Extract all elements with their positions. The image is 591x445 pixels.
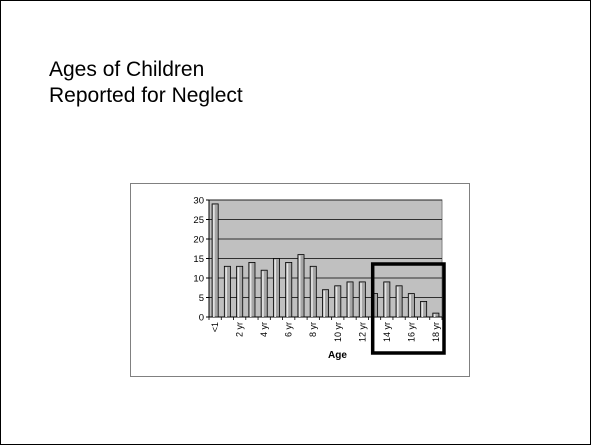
y-tick-label: 5 — [199, 293, 204, 304]
bar-highlight — [323, 290, 326, 317]
bar — [285, 262, 293, 318]
bar-highlight — [311, 267, 313, 317]
x-tick-label: 18 yr — [431, 322, 441, 342]
x-tick-label: 10 yr — [333, 322, 343, 342]
y-tick-label: 20 — [193, 235, 204, 246]
bar — [407, 293, 415, 318]
x-tick-label: 8 yr — [308, 322, 318, 337]
bar-highlight — [384, 282, 387, 317]
x-tick-label: 12 yr — [357, 322, 367, 342]
x-axis-title: Age — [328, 350, 347, 361]
slide-title-line-1: Ages of Children — [49, 58, 205, 81]
highlight-box — [370, 262, 446, 355]
bar — [297, 254, 305, 318]
bar-highlight — [249, 263, 252, 317]
x-tick-label: 6 yr — [284, 322, 294, 337]
bar — [322, 289, 329, 318]
bar — [223, 265, 231, 318]
x-tick-label: 16 yr — [406, 322, 416, 342]
bar-chart: 0 5 10 15 20 25 30 <1 2 yr 4 yr 6 yr 8 yr 10 yr 12 yr… — [193, 196, 446, 361]
bar — [260, 269, 268, 318]
x-tick-label: <1 — [210, 322, 220, 332]
bar — [346, 281, 354, 318]
x-tick-label: 2 yr — [235, 322, 245, 337]
bar — [432, 312, 440, 318]
y-tick-label: 0 — [199, 313, 204, 324]
bar-highlight — [225, 267, 227, 317]
bar — [383, 281, 391, 318]
bar-highlight — [262, 271, 264, 317]
bar-highlight — [213, 204, 215, 317]
bar — [358, 281, 366, 318]
y-tick-label: 30 — [193, 196, 204, 207]
bar-highlight — [286, 263, 289, 317]
bar-highlight — [433, 314, 436, 317]
bar-highlight — [237, 267, 240, 317]
bar — [309, 265, 317, 318]
y-tick-label: 15 — [193, 254, 204, 265]
bar-highlight — [298, 255, 301, 317]
y-tick-label: 10 — [193, 274, 204, 285]
bar-highlight — [360, 282, 362, 317]
bar — [211, 203, 219, 318]
bar — [248, 262, 256, 318]
slide-title-line-2: Reported for Neglect — [49, 84, 243, 107]
bar-highlight — [397, 286, 399, 317]
bar — [272, 258, 280, 318]
chart-frame: 0 5 10 15 20 25 30 <1 2 yr 4 yr 6 yr 8 yr 10 yr 12 yr… — [130, 183, 470, 377]
bar-highlight — [274, 259, 276, 317]
y-tick-label: 25 — [193, 215, 204, 226]
bar — [420, 301, 428, 318]
bar-highlight — [335, 286, 338, 317]
bar — [395, 285, 403, 318]
bar — [236, 265, 244, 318]
bar-highlight — [421, 302, 424, 317]
bar-highlight — [409, 294, 411, 317]
bar — [334, 285, 342, 318]
slide-title: Ages of Children Reported for Neglect — [49, 57, 243, 109]
x-tick-label: 14 yr — [382, 322, 392, 342]
bar-highlight — [347, 282, 350, 317]
x-tick-label: 4 yr — [259, 322, 269, 337]
